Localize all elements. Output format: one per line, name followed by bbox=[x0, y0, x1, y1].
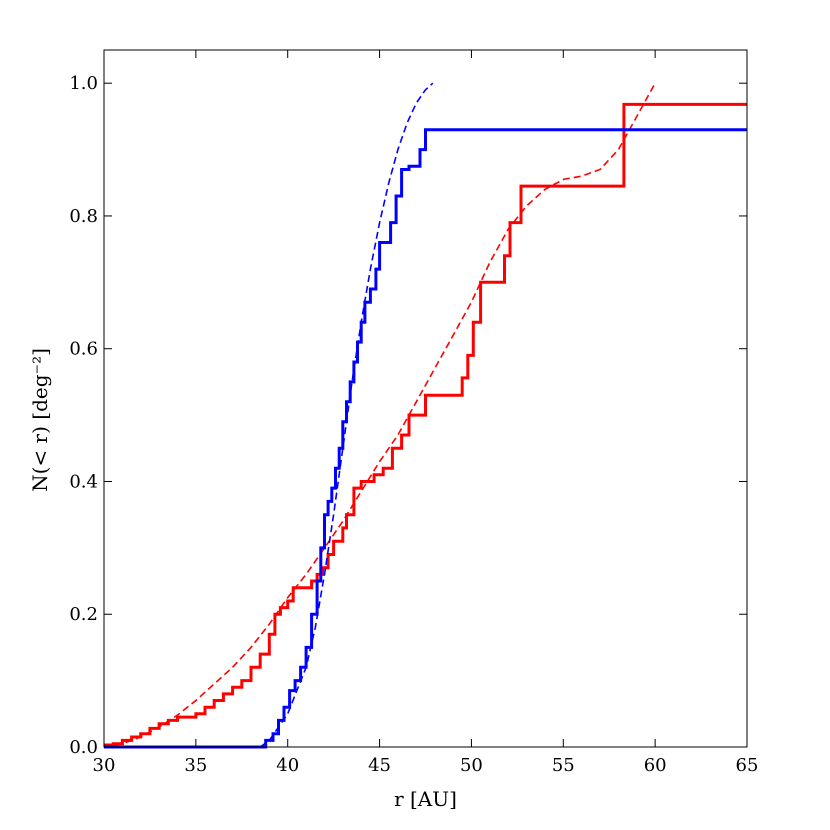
x-tick-label: 30 bbox=[93, 755, 116, 776]
y-tick-label: 0.8 bbox=[69, 206, 98, 227]
ticks-layer: 30 35 40 45 50 55 60 65 0.0 0.2 0.4 0.6 0.8 1.0 bbox=[69, 50, 758, 776]
series-line-red-dashed-model bbox=[103, 82, 656, 748]
series-line-blue-step-data bbox=[104, 128, 747, 749]
y-tick-label: 0.0 bbox=[69, 737, 98, 758]
x-tick-label: 35 bbox=[184, 755, 207, 776]
x-tick-label: 65 bbox=[736, 755, 759, 776]
x-tick-label: 50 bbox=[460, 755, 483, 776]
y-tick-label: 0.4 bbox=[69, 471, 98, 492]
x-tick-label: 55 bbox=[552, 755, 575, 776]
series-layer bbox=[103, 82, 747, 749]
y-tick-label: 0.2 bbox=[69, 604, 98, 625]
x-tick-label: 45 bbox=[368, 755, 391, 776]
series-line-red-step-data bbox=[104, 102, 747, 747]
series-line-blue-dashed-model bbox=[259, 82, 434, 748]
plot-frame bbox=[103, 49, 748, 748]
y-tick-label: 1.0 bbox=[69, 73, 98, 94]
y-axis-label: N(< r) [deg⁻²] bbox=[28, 348, 52, 492]
x-axis-label: r [AU] bbox=[394, 787, 457, 811]
y-tick-label: 0.6 bbox=[69, 339, 98, 360]
x-tick-label: 40 bbox=[276, 755, 299, 776]
x-tick-label: 60 bbox=[644, 755, 667, 776]
